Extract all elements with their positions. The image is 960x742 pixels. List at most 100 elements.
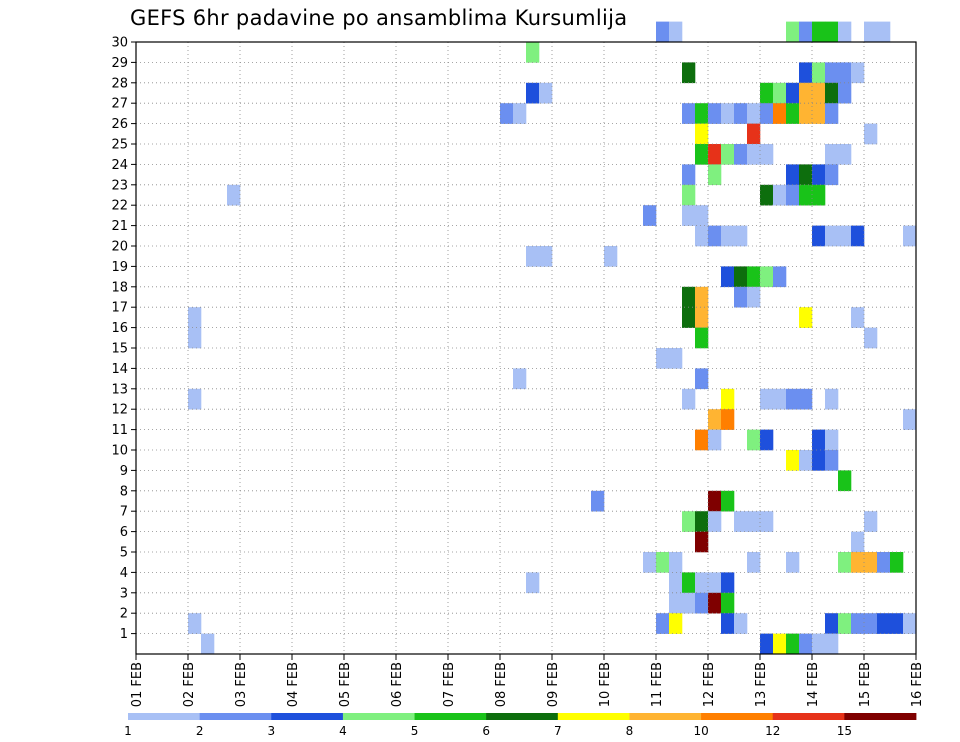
heatmap-cell [734, 613, 748, 634]
legend-swatch [701, 713, 774, 720]
heatmap-cell [695, 286, 709, 308]
heatmap-cell [539, 82, 553, 104]
heatmap-cell [812, 429, 826, 451]
heatmap-cell [656, 613, 670, 634]
heatmap-cell [513, 368, 527, 390]
heatmap-cell [812, 633, 826, 655]
heatmap-cell [838, 552, 852, 573]
x-tick-label: 16 FEB [910, 662, 925, 707]
x-tick-label: 09 FEB [546, 662, 561, 707]
heatmap-cell [864, 21, 878, 43]
heatmap-cell [786, 82, 800, 104]
x-tick-label: 05 FEB [338, 662, 353, 707]
legend-swatch [557, 713, 630, 720]
y-tick-label: 20 [111, 240, 128, 255]
y-tick-label: 6 [120, 525, 128, 540]
heatmap-cell [669, 348, 683, 369]
heatmap-cell [760, 144, 774, 165]
legend-label: 2 [196, 724, 204, 738]
legend-label: 4 [339, 724, 347, 738]
legend-swatch [486, 713, 559, 720]
heatmap-cell [695, 307, 709, 328]
legend-label: 3 [267, 724, 275, 738]
x-tick-label: 04 FEB [286, 662, 301, 707]
y-tick-label: 26 [111, 117, 128, 132]
heatmap-cell [656, 348, 670, 369]
y-tick-label: 19 [111, 260, 128, 275]
heatmap-cell [851, 613, 865, 634]
heatmap-cell [838, 613, 852, 634]
heatmap-cell [825, 450, 839, 471]
heatmap-cell [773, 633, 787, 655]
y-tick-label: 29 [111, 56, 128, 71]
heatmap-cell [773, 184, 787, 206]
y-tick-label: 14 [111, 362, 128, 377]
y-tick-label: 25 [111, 138, 128, 153]
heatmap-cell [812, 103, 826, 124]
heatmap-cell [799, 307, 813, 328]
heatmap-cell [227, 184, 241, 206]
legend-label: 1 [124, 724, 132, 738]
legend-swatch [199, 713, 272, 720]
heatmap-cell [812, 21, 826, 43]
heatmap-cell [734, 103, 748, 124]
heatmap-cell [838, 21, 852, 43]
heatmap-cell [799, 103, 813, 124]
heatmap-cell [734, 266, 748, 288]
heatmap-cell [695, 103, 709, 124]
heatmap-cell [825, 225, 839, 247]
heatmap-cell [812, 62, 826, 84]
heatmap-cell [695, 429, 709, 451]
heatmap-cell [643, 552, 657, 573]
heatmap-cell [838, 470, 852, 492]
heatmap-cell [682, 511, 696, 532]
heatmap-cell [812, 225, 826, 247]
heatmap-cell [825, 429, 839, 451]
y-tick-label: 24 [111, 158, 128, 173]
heatmap-cell [721, 144, 735, 165]
x-tick-label: 15 FEB [858, 662, 873, 707]
heatmap-cell [708, 429, 722, 451]
y-tick-label: 30 [111, 36, 128, 51]
legend-label: 15 [837, 724, 852, 738]
heatmap-cell [890, 552, 904, 573]
y-tick-label: 5 [120, 546, 128, 561]
heatmap-cell [786, 633, 800, 655]
legend-label: 10 [693, 724, 708, 738]
heatmap-cell [188, 327, 202, 349]
heatmap-cell [682, 164, 696, 186]
y-tick-label: 23 [111, 178, 128, 193]
heatmap-cell [747, 266, 761, 288]
y-tick-label: 7 [120, 505, 128, 520]
heatmap-cell [708, 490, 722, 512]
heatmap-cell [513, 103, 527, 124]
heatmap-cell [799, 388, 813, 410]
heatmap-cell [747, 286, 761, 308]
y-tick-label: 4 [120, 566, 128, 581]
heatmap-cell [734, 511, 748, 532]
heatmap-cell [682, 388, 696, 410]
legend-label: 12 [765, 724, 780, 738]
heatmap-cell [708, 572, 722, 594]
heatmap-cell [851, 531, 865, 553]
y-tick-label: 3 [120, 586, 128, 601]
heatmap-cell [721, 409, 735, 430]
heatmap-cell [799, 164, 813, 186]
heatmap-cell [773, 103, 787, 124]
x-tick-label: 14 FEB [806, 662, 821, 707]
heatmap-cell [669, 552, 683, 573]
heatmap-cell [734, 286, 748, 308]
x-tick-label: 02 FEB [182, 662, 197, 707]
heatmap-cell [760, 388, 774, 410]
heatmap-cell [851, 225, 865, 247]
heatmap-cell [760, 184, 774, 206]
y-tick-label: 28 [111, 76, 128, 91]
heatmap-cell [682, 103, 696, 124]
heatmap-cell [838, 62, 852, 84]
heatmap-cell [825, 613, 839, 634]
legend-swatch [271, 713, 344, 720]
heatmap-cell [682, 62, 696, 84]
heatmap-cell [539, 246, 553, 267]
x-tick-label: 07 FEB [442, 662, 457, 707]
heatmap-cell [864, 327, 878, 349]
